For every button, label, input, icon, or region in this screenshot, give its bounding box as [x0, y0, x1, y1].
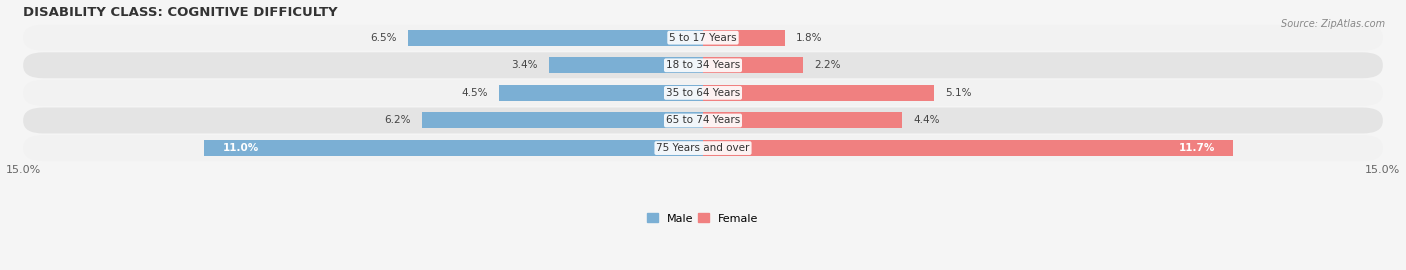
Bar	[408, 30, 703, 46]
Text: 6.2%: 6.2%	[384, 116, 411, 126]
Text: 1.8%: 1.8%	[796, 33, 823, 43]
Bar	[703, 85, 934, 101]
Bar	[703, 113, 903, 129]
Text: 75 Years and over: 75 Years and over	[657, 143, 749, 153]
Text: 4.4%: 4.4%	[914, 116, 941, 126]
Bar	[703, 30, 785, 46]
FancyBboxPatch shape	[22, 25, 1384, 51]
Text: 4.5%: 4.5%	[461, 88, 488, 98]
FancyBboxPatch shape	[22, 80, 1384, 106]
Text: DISABILITY CLASS: COGNITIVE DIFFICULTY: DISABILITY CLASS: COGNITIVE DIFFICULTY	[22, 6, 337, 19]
Text: 65 to 74 Years: 65 to 74 Years	[666, 116, 740, 126]
FancyBboxPatch shape	[22, 52, 1384, 78]
Text: 35 to 64 Years: 35 to 64 Years	[666, 88, 740, 98]
Bar	[499, 85, 703, 101]
Text: 6.5%: 6.5%	[371, 33, 396, 43]
Text: 11.0%: 11.0%	[222, 143, 259, 153]
Text: 3.4%: 3.4%	[510, 60, 537, 70]
Bar	[703, 57, 803, 73]
FancyBboxPatch shape	[22, 107, 1384, 133]
Text: 18 to 34 Years: 18 to 34 Years	[666, 60, 740, 70]
Bar	[703, 140, 1233, 156]
Text: 11.7%: 11.7%	[1178, 143, 1215, 153]
FancyBboxPatch shape	[22, 135, 1384, 161]
Bar	[548, 57, 703, 73]
Text: 5.1%: 5.1%	[945, 88, 972, 98]
Text: 5 to 17 Years: 5 to 17 Years	[669, 33, 737, 43]
Bar	[422, 113, 703, 129]
Text: 2.2%: 2.2%	[814, 60, 841, 70]
Bar	[204, 140, 703, 156]
Text: Source: ZipAtlas.com: Source: ZipAtlas.com	[1281, 19, 1385, 29]
Legend: Male, Female: Male, Female	[643, 209, 763, 228]
